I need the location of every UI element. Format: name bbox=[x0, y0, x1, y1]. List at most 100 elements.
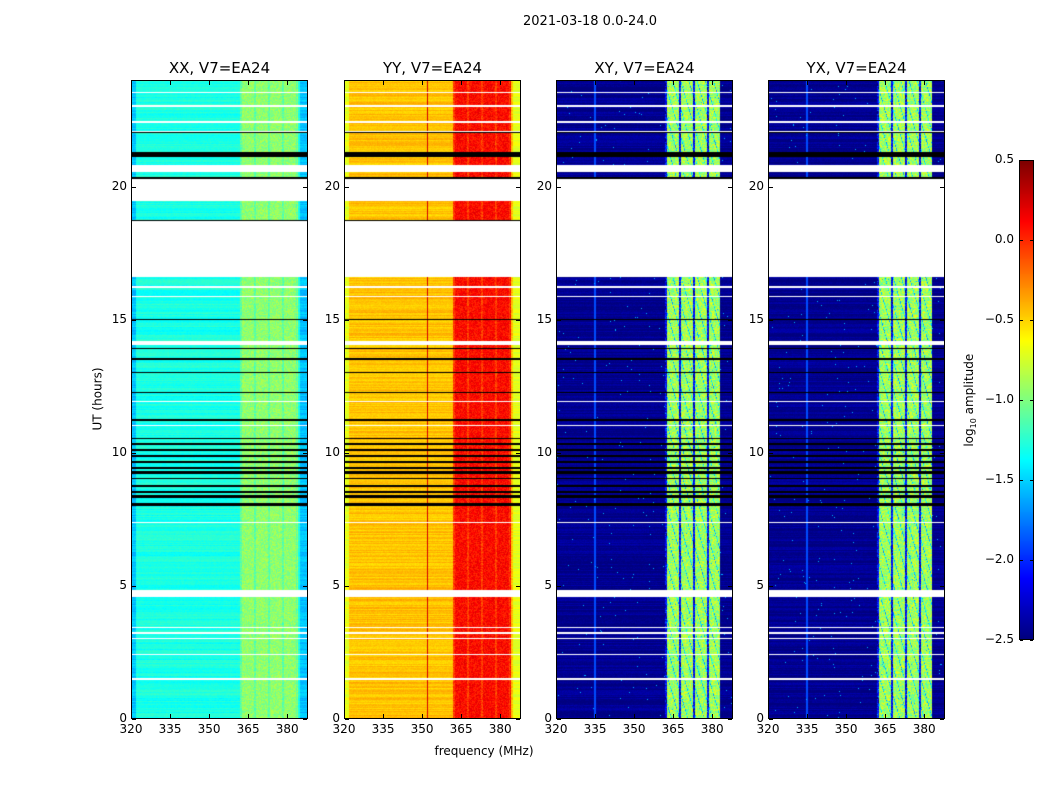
x-tick-mark bbox=[344, 81, 345, 85]
colorbar-tick-label: −0.5 bbox=[984, 312, 1014, 326]
x-tick-mark bbox=[500, 714, 502, 718]
y-tick-mark bbox=[769, 585, 773, 587]
heatmap-panel bbox=[556, 80, 733, 720]
x-tick-mark bbox=[170, 714, 172, 718]
x-tick-label: 320 bbox=[756, 722, 780, 736]
colorbar-tick-mark bbox=[1020, 640, 1023, 641]
x-tick-mark bbox=[422, 81, 424, 85]
x-tick-mark bbox=[248, 81, 250, 85]
x-tick-label: 380 bbox=[488, 722, 512, 736]
colorbar-tick-mark bbox=[1030, 640, 1033, 641]
y-tick-mark bbox=[557, 719, 561, 720]
y-tick-mark bbox=[303, 452, 307, 454]
y-tick-label: 10 bbox=[748, 444, 764, 459]
x-tick-mark bbox=[885, 81, 887, 85]
y-tick-label: 20 bbox=[324, 178, 340, 193]
y-tick-mark bbox=[303, 319, 307, 321]
colorbar-tick-mark bbox=[1020, 480, 1023, 481]
y-tick-label: 20 bbox=[748, 178, 764, 193]
y-tick-mark bbox=[303, 186, 307, 188]
x-tick-mark bbox=[556, 81, 557, 85]
heatmap-image bbox=[768, 80, 945, 719]
x-tick-label: 335 bbox=[371, 722, 395, 736]
colorbar-tick-label: 0.0 bbox=[994, 232, 1014, 246]
x-tick-mark bbox=[846, 81, 848, 85]
y-tick-mark bbox=[345, 186, 349, 188]
x-tick-label: 350 bbox=[410, 722, 434, 736]
x-tick-mark bbox=[461, 714, 463, 718]
y-tick-label: 20 bbox=[536, 178, 552, 193]
x-tick-label: 380 bbox=[275, 722, 299, 736]
x-tick-mark bbox=[634, 81, 636, 85]
y-tick-label: 15 bbox=[748, 311, 764, 326]
x-tick-mark bbox=[712, 714, 714, 718]
colorbar-tick-mark bbox=[1030, 320, 1033, 321]
x-tick-label: 320 bbox=[332, 722, 356, 736]
x-tick-mark bbox=[461, 81, 463, 85]
x-tick-mark bbox=[209, 714, 211, 718]
colorbar bbox=[1019, 160, 1034, 640]
colorbar-tick-mark bbox=[1020, 240, 1023, 241]
heatmap-panel bbox=[131, 80, 308, 720]
x-tick-label: 320 bbox=[544, 722, 568, 736]
y-tick-mark bbox=[728, 719, 732, 720]
colorbar-tick-mark bbox=[1030, 160, 1033, 161]
x-tick-mark bbox=[131, 714, 132, 718]
heatmap-panel bbox=[768, 80, 945, 720]
x-tick-mark bbox=[344, 714, 345, 718]
colorbar-tick-mark bbox=[1030, 480, 1033, 481]
y-tick-label: 10 bbox=[324, 444, 340, 459]
y-tick-mark bbox=[516, 719, 520, 720]
x-tick-mark bbox=[131, 81, 132, 85]
panel-title: XY, V7=EA24 bbox=[594, 59, 695, 77]
colorbar-label-log: log bbox=[961, 428, 976, 447]
colorbar-tick-label: 0.5 bbox=[994, 152, 1014, 166]
colorbar-tick-label: −1.5 bbox=[984, 472, 1014, 486]
y-tick-mark bbox=[728, 452, 732, 454]
y-tick-label: 10 bbox=[536, 444, 552, 459]
y-tick-mark bbox=[345, 319, 349, 321]
x-tick-mark bbox=[673, 714, 675, 718]
y-tick-mark bbox=[557, 452, 561, 454]
y-tick-mark bbox=[940, 585, 944, 587]
y-tick-mark bbox=[303, 585, 307, 587]
y-tick-mark bbox=[557, 319, 561, 321]
x-tick-mark bbox=[556, 714, 557, 718]
x-tick-mark bbox=[807, 714, 809, 718]
y-tick-mark bbox=[769, 319, 773, 321]
heatmap-image bbox=[556, 80, 733, 719]
x-tick-mark bbox=[287, 714, 289, 718]
x-tick-mark bbox=[924, 714, 926, 718]
y-tick-label: 10 bbox=[111, 444, 127, 459]
y-tick-label: 15 bbox=[536, 311, 552, 326]
x-tick-label: 380 bbox=[700, 722, 724, 736]
x-tick-label: 350 bbox=[834, 722, 858, 736]
x-tick-label: 335 bbox=[795, 722, 819, 736]
colorbar-label-sub: 10 bbox=[969, 418, 979, 429]
figure-title: 2021-03-18 0.0-24.0 bbox=[523, 14, 657, 29]
y-tick-mark bbox=[516, 319, 520, 321]
y-tick-mark bbox=[728, 585, 732, 587]
y-tick-mark bbox=[132, 452, 136, 454]
x-tick-mark bbox=[807, 81, 809, 85]
x-tick-mark bbox=[595, 81, 597, 85]
y-tick-mark bbox=[769, 452, 773, 454]
y-tick-label: 0 bbox=[544, 711, 552, 725]
panel-title: YY, V7=EA24 bbox=[382, 59, 483, 77]
y-tick-label: 5 bbox=[332, 577, 340, 592]
y-tick-mark bbox=[728, 186, 732, 188]
y-tick-mark bbox=[132, 585, 136, 587]
y-tick-mark bbox=[940, 452, 944, 454]
x-tick-label: 335 bbox=[583, 722, 607, 736]
x-tick-label: 365 bbox=[449, 722, 473, 736]
x-tick-mark bbox=[422, 714, 424, 718]
y-axis-label: UT (hours) bbox=[90, 367, 105, 431]
panel-title: XX, V7=EA24 bbox=[168, 59, 271, 77]
y-tick-label: 0 bbox=[756, 711, 764, 725]
x-tick-label: 320 bbox=[119, 722, 143, 736]
y-tick-mark bbox=[557, 585, 561, 587]
colorbar-tick-mark bbox=[1030, 240, 1033, 241]
colorbar-tick-label: −2.5 bbox=[984, 632, 1014, 646]
y-tick-mark bbox=[940, 186, 944, 188]
y-tick-label: 15 bbox=[324, 311, 340, 326]
